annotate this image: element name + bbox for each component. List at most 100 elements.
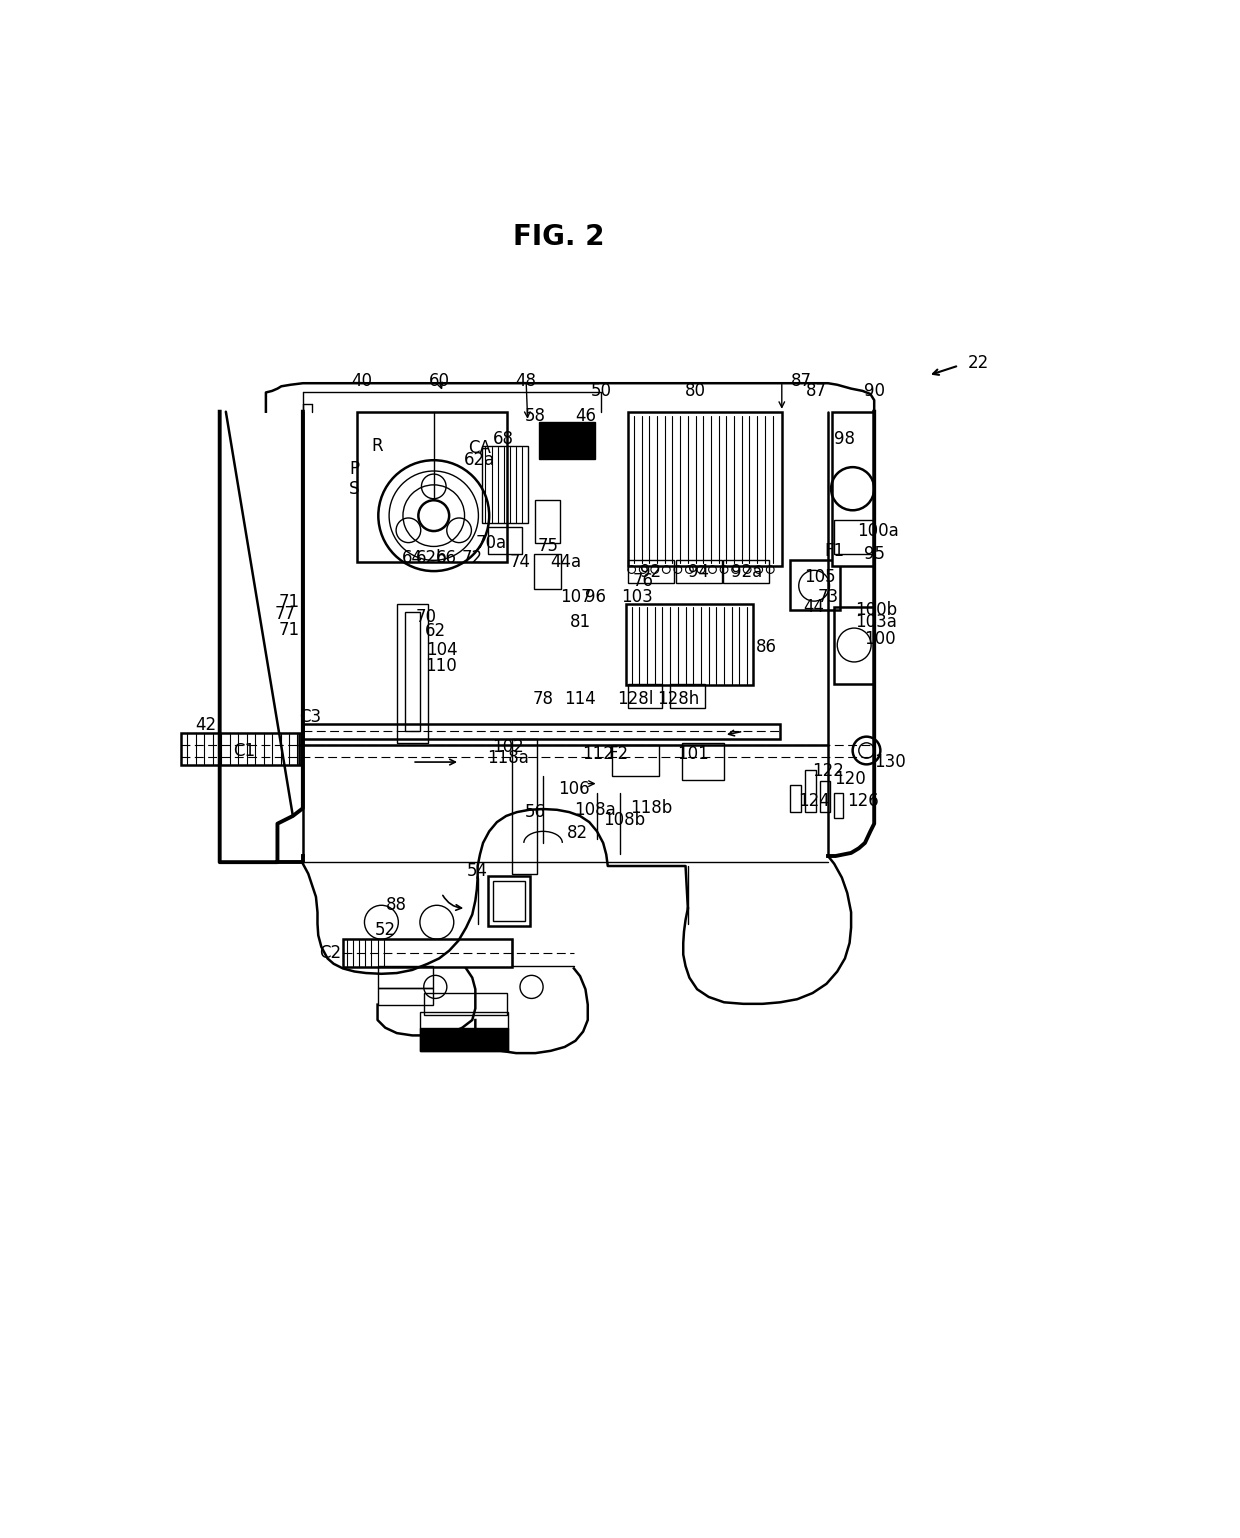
Text: 42: 42 xyxy=(195,717,217,734)
Text: 44a: 44a xyxy=(551,552,582,571)
Bar xyxy=(790,560,839,611)
Text: 87: 87 xyxy=(806,381,827,400)
Text: C3: C3 xyxy=(300,709,321,726)
Text: 75: 75 xyxy=(537,537,558,555)
Bar xyxy=(424,994,507,1015)
Text: 56: 56 xyxy=(525,803,546,821)
Text: 66: 66 xyxy=(436,549,458,568)
Text: 105: 105 xyxy=(805,568,836,586)
Bar xyxy=(534,554,560,589)
Text: 126: 126 xyxy=(847,792,878,809)
Text: 22: 22 xyxy=(967,354,988,372)
Bar xyxy=(790,786,801,812)
Text: 68: 68 xyxy=(492,429,513,448)
Text: 48: 48 xyxy=(516,372,537,391)
Text: 60: 60 xyxy=(429,372,450,391)
Text: 130: 130 xyxy=(874,754,905,771)
Text: C2: C2 xyxy=(319,944,341,963)
Bar xyxy=(377,987,433,1004)
Bar xyxy=(487,528,522,554)
Bar xyxy=(181,732,300,764)
Bar xyxy=(420,1012,508,1050)
Bar xyxy=(404,612,420,731)
Bar xyxy=(627,683,662,707)
Text: 102: 102 xyxy=(492,738,525,755)
Bar xyxy=(832,412,874,566)
Bar xyxy=(377,966,433,987)
Text: 71: 71 xyxy=(279,594,300,611)
Text: 71: 71 xyxy=(279,621,300,638)
Bar xyxy=(835,606,874,683)
Text: 58: 58 xyxy=(525,406,546,424)
Text: 87: 87 xyxy=(791,372,811,391)
Text: 52: 52 xyxy=(374,921,396,938)
Text: 64: 64 xyxy=(402,549,423,568)
Text: CA: CA xyxy=(469,438,491,457)
Text: 124: 124 xyxy=(799,792,830,809)
Text: 101: 101 xyxy=(677,746,709,763)
Text: 118b: 118b xyxy=(630,800,672,817)
Bar xyxy=(420,1027,508,1050)
Text: 104: 104 xyxy=(425,641,458,660)
Text: 108b: 108b xyxy=(603,811,645,829)
Text: 96: 96 xyxy=(585,588,606,606)
Text: 46: 46 xyxy=(575,406,596,424)
Bar xyxy=(627,560,675,583)
Text: 103: 103 xyxy=(621,588,653,606)
Bar xyxy=(481,446,528,523)
Text: 86: 86 xyxy=(756,638,777,655)
Bar xyxy=(627,412,781,566)
Text: C1: C1 xyxy=(233,743,255,760)
Bar xyxy=(805,769,816,812)
Text: 88: 88 xyxy=(387,895,407,914)
Bar xyxy=(397,604,428,743)
Bar xyxy=(682,743,724,780)
Text: 108a: 108a xyxy=(574,801,616,818)
Text: 92a: 92a xyxy=(730,563,763,581)
Text: 106: 106 xyxy=(558,780,590,798)
Text: 128l: 128l xyxy=(618,691,653,707)
Bar xyxy=(512,738,537,874)
Text: 114: 114 xyxy=(564,691,596,707)
Text: 112: 112 xyxy=(583,746,615,763)
Text: 73: 73 xyxy=(817,588,838,606)
Bar xyxy=(357,412,507,561)
Text: 78: 78 xyxy=(533,691,553,707)
Text: FIG. 2: FIG. 2 xyxy=(513,223,604,251)
Text: 103a: 103a xyxy=(854,614,897,631)
Bar xyxy=(494,881,526,921)
Text: 74: 74 xyxy=(510,552,531,571)
Bar xyxy=(539,421,595,458)
Text: R: R xyxy=(372,437,383,455)
Text: 98: 98 xyxy=(835,429,856,448)
Bar xyxy=(613,744,658,775)
Text: 82: 82 xyxy=(567,824,588,841)
Text: S: S xyxy=(350,480,360,498)
Text: 80: 80 xyxy=(684,381,706,400)
Bar xyxy=(835,794,843,818)
Text: 40: 40 xyxy=(352,372,373,391)
Text: 54: 54 xyxy=(467,863,489,880)
Bar xyxy=(821,781,830,812)
Bar xyxy=(626,604,754,684)
Text: 107: 107 xyxy=(559,588,591,606)
Text: 62b: 62b xyxy=(415,549,448,568)
Text: 44: 44 xyxy=(804,598,825,615)
Text: 92: 92 xyxy=(640,563,661,581)
Bar xyxy=(303,723,780,738)
Text: 90: 90 xyxy=(864,381,884,400)
Text: 110: 110 xyxy=(425,657,458,675)
Text: F2: F2 xyxy=(609,746,629,763)
Bar xyxy=(676,560,722,583)
Text: F1: F1 xyxy=(825,541,844,560)
Bar xyxy=(723,560,770,583)
Text: 100: 100 xyxy=(864,631,897,647)
Bar xyxy=(536,500,560,543)
Text: 122: 122 xyxy=(812,763,844,780)
Text: 70a: 70a xyxy=(475,534,506,552)
Text: P: P xyxy=(350,460,360,478)
Bar xyxy=(487,877,529,926)
Text: 77: 77 xyxy=(274,606,295,623)
Text: 62: 62 xyxy=(425,623,446,640)
Bar xyxy=(670,683,704,707)
